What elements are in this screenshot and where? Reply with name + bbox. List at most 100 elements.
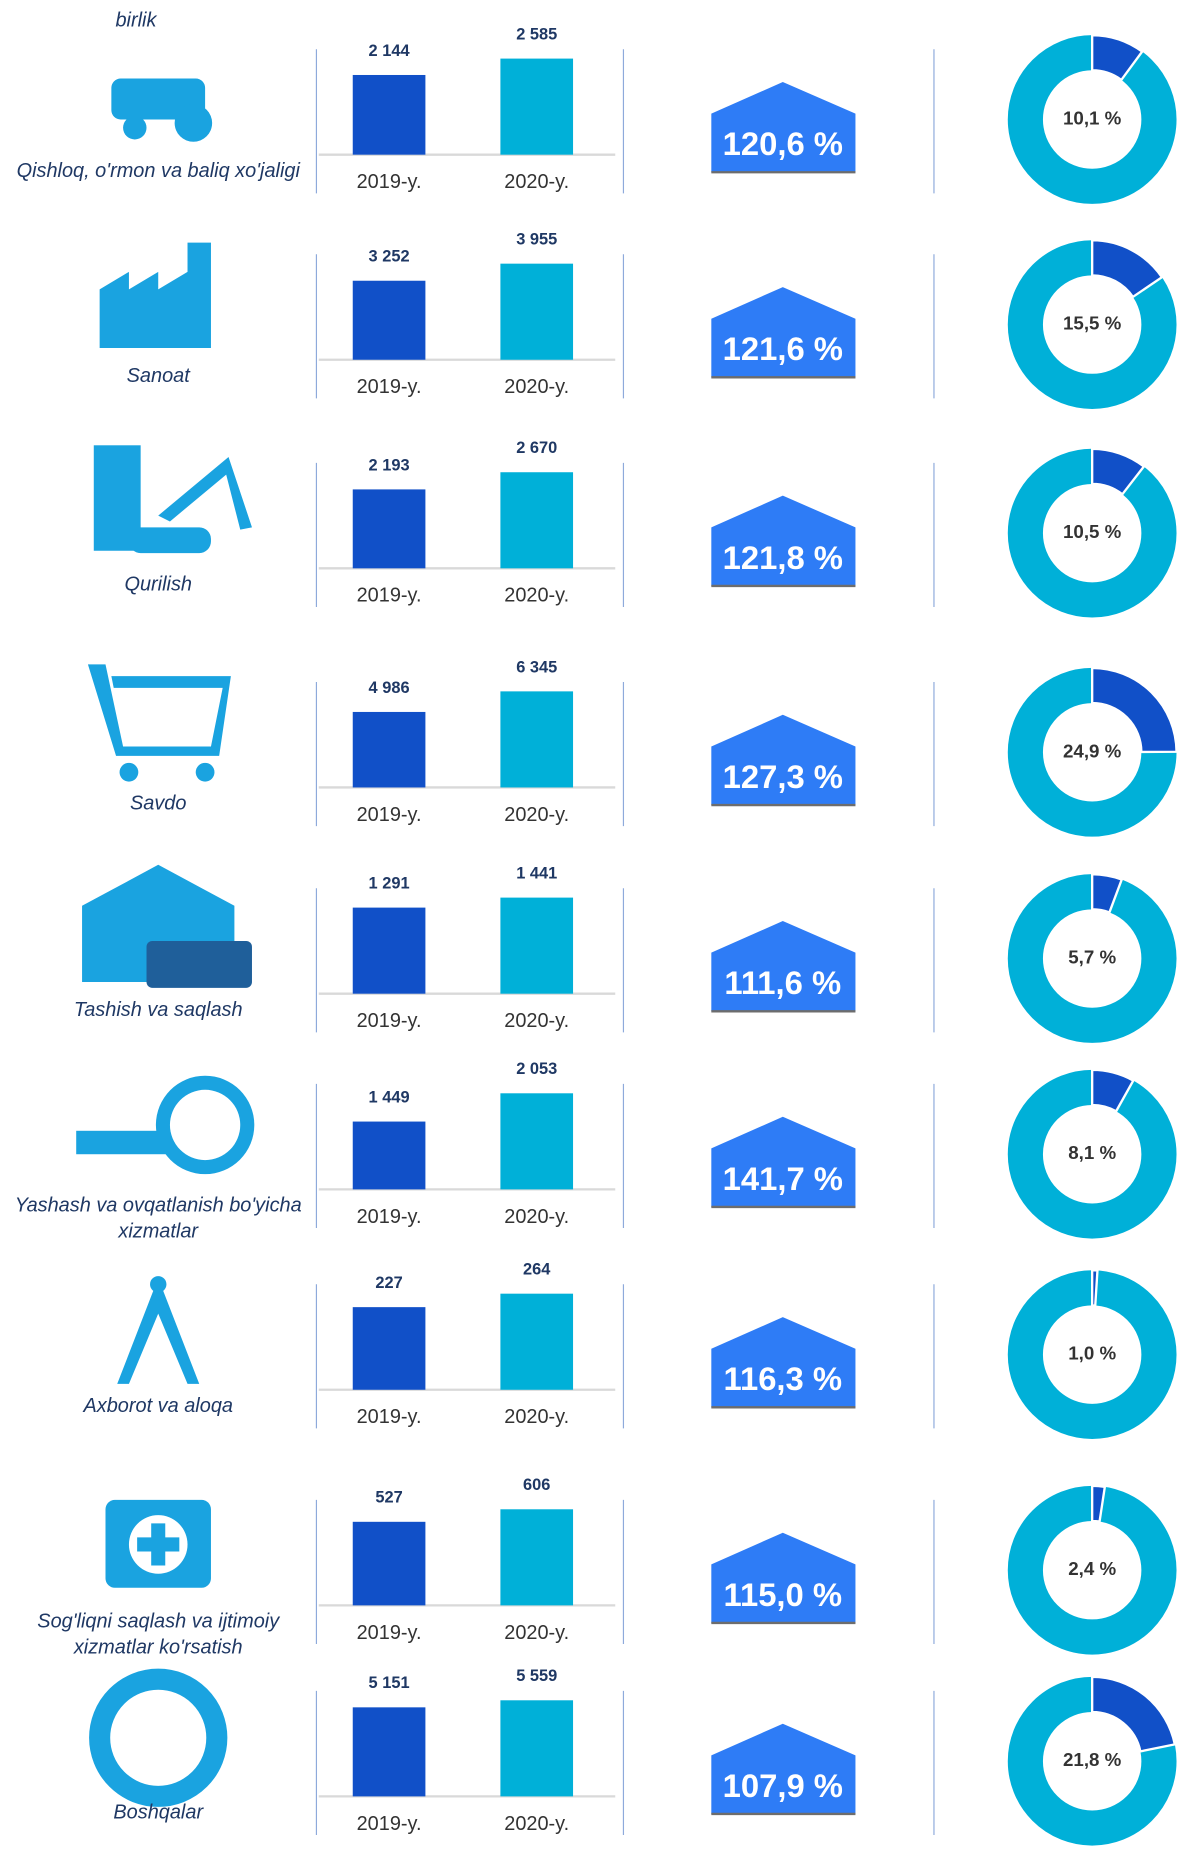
- x-tick-label: 2019-y.: [357, 1813, 422, 1835]
- bar: [500, 1093, 573, 1189]
- x-tick-label: 2020-y.: [504, 1622, 569, 1644]
- icon-part: [147, 941, 252, 988]
- bar: [500, 1294, 573, 1390]
- icon-part: [170, 1090, 240, 1160]
- x-tick-label: 2019-y.: [357, 1622, 422, 1644]
- bar: [353, 489, 426, 568]
- bar: [500, 898, 573, 994]
- bar: [353, 1522, 426, 1606]
- x-tick-label: 2019-y.: [357, 171, 422, 193]
- x-tick-label: 2019-y.: [357, 1206, 422, 1228]
- donut-label: 5,7 %: [1068, 946, 1116, 967]
- bar: [353, 75, 426, 155]
- bar: [500, 1700, 573, 1796]
- bar: [500, 1509, 573, 1605]
- sector-label-box: Qishloq, o'rmon va baliq xo'jaligi: [0, 158, 316, 228]
- value-label: 1 291: [369, 874, 410, 892]
- donut-label: 8,1 %: [1068, 1142, 1116, 1163]
- x-tick-label: 2019-y.: [357, 1010, 422, 1032]
- sector-label-box: Axborot va aloqa: [0, 1393, 316, 1463]
- growth-label: 141,7 %: [723, 1160, 843, 1197]
- sector-icon: [88, 664, 231, 781]
- growth-label: 116,3 %: [724, 1360, 843, 1397]
- donut-label: 2,4 %: [1068, 1558, 1116, 1579]
- value-label: 1 441: [516, 864, 557, 882]
- icon-part: [100, 243, 211, 348]
- value-label: 2 193: [369, 456, 410, 474]
- value-label: 3 252: [369, 248, 410, 266]
- donut-label: 10,5 %: [1063, 521, 1122, 542]
- value-label: 2 144: [369, 42, 411, 60]
- sector-label-box: Boshqalar: [0, 1800, 316, 1862]
- sector-label-box: Tashish va saqlash: [0, 997, 316, 1067]
- sector-label: Tashish va saqlash: [0, 997, 316, 1023]
- icon-part: [88, 664, 231, 755]
- donut-label: 10,1 %: [1063, 107, 1122, 128]
- icon-part: [150, 1276, 166, 1292]
- growth-label: 107,9 %: [723, 1767, 843, 1804]
- icon-part: [120, 763, 139, 782]
- sector-icon: [82, 865, 252, 988]
- icon-part: [158, 457, 252, 530]
- sector-label: Yashash va ovqatlanish bo'yicha xizmatla…: [0, 1193, 316, 1245]
- value-label: 2 053: [516, 1060, 557, 1078]
- growth-label: 121,8 %: [723, 539, 843, 576]
- x-tick-label: 2019-y.: [357, 804, 422, 826]
- icon-part: [175, 104, 212, 141]
- x-tick-label: 2020-y.: [504, 804, 569, 826]
- value-label: 5 151: [369, 1674, 410, 1692]
- icon-part: [117, 1290, 199, 1384]
- sector-label: Axborot va aloqa: [0, 1393, 316, 1419]
- donut-label: 15,5 %: [1063, 313, 1122, 334]
- sector-icon: [100, 1679, 217, 1796]
- sector-icon: [105, 1500, 210, 1588]
- x-tick-label: 2019-y.: [357, 376, 422, 398]
- donut-slice: [1092, 1270, 1097, 1305]
- growth-label: 121,6 %: [723, 330, 843, 367]
- icon-part: [123, 116, 146, 139]
- x-tick-label: 2020-y.: [504, 1010, 569, 1032]
- donut-slice: [1092, 1677, 1175, 1752]
- growth-label: 111,6 %: [724, 964, 841, 1001]
- sector-label-box: Sanoat: [0, 363, 316, 433]
- icon-part: [196, 763, 215, 782]
- sector-icon: [100, 243, 211, 348]
- value-label: 527: [375, 1489, 402, 1507]
- bar: [353, 1122, 426, 1190]
- bar: [500, 264, 573, 360]
- bar: [353, 908, 426, 994]
- value-label: 264: [523, 1261, 551, 1279]
- donut-label: 24,9 %: [1063, 740, 1122, 761]
- sector-icon: [117, 1276, 199, 1384]
- growth-label: 115,0 %: [724, 1576, 843, 1613]
- growth-label: 120,6 %: [723, 125, 843, 162]
- value-label: 6 345: [516, 658, 557, 676]
- sector-label: Savdo: [0, 791, 316, 817]
- donut-label: 1,0 %: [1068, 1343, 1116, 1364]
- value-label: 2 670: [516, 439, 557, 457]
- x-tick-label: 2019-y.: [357, 585, 422, 607]
- value-label: 3 955: [516, 231, 557, 249]
- donut-label: 21,8 %: [1063, 1749, 1122, 1770]
- value-label: 5 559: [516, 1667, 557, 1685]
- value-label: 227: [375, 1274, 402, 1292]
- sector-label: Qishloq, o'rmon va baliq xo'jaligi: [0, 158, 316, 184]
- value-label: 1 449: [369, 1088, 410, 1106]
- sector-label: Sanoat: [0, 363, 316, 389]
- growth-label: 127,3 %: [723, 758, 843, 795]
- x-tick-label: 2020-y.: [504, 376, 569, 398]
- value-label: 606: [523, 1476, 550, 1494]
- bar: [500, 59, 573, 155]
- sector-icon: [111, 79, 212, 142]
- x-tick-label: 2019-y.: [357, 1406, 422, 1428]
- bar: [353, 1707, 426, 1796]
- x-tick-label: 2020-y.: [504, 1206, 569, 1228]
- value-label: 4 986: [369, 679, 410, 697]
- icon-part: [129, 527, 211, 553]
- sector-icon: [94, 445, 252, 553]
- x-tick-label: 2020-y.: [504, 1406, 569, 1428]
- bar: [353, 1307, 426, 1390]
- bar: [353, 281, 426, 360]
- sector-label: Sog'liqni saqlash va ijtimoiy xizmatlar …: [0, 1609, 316, 1661]
- bar: [353, 712, 426, 788]
